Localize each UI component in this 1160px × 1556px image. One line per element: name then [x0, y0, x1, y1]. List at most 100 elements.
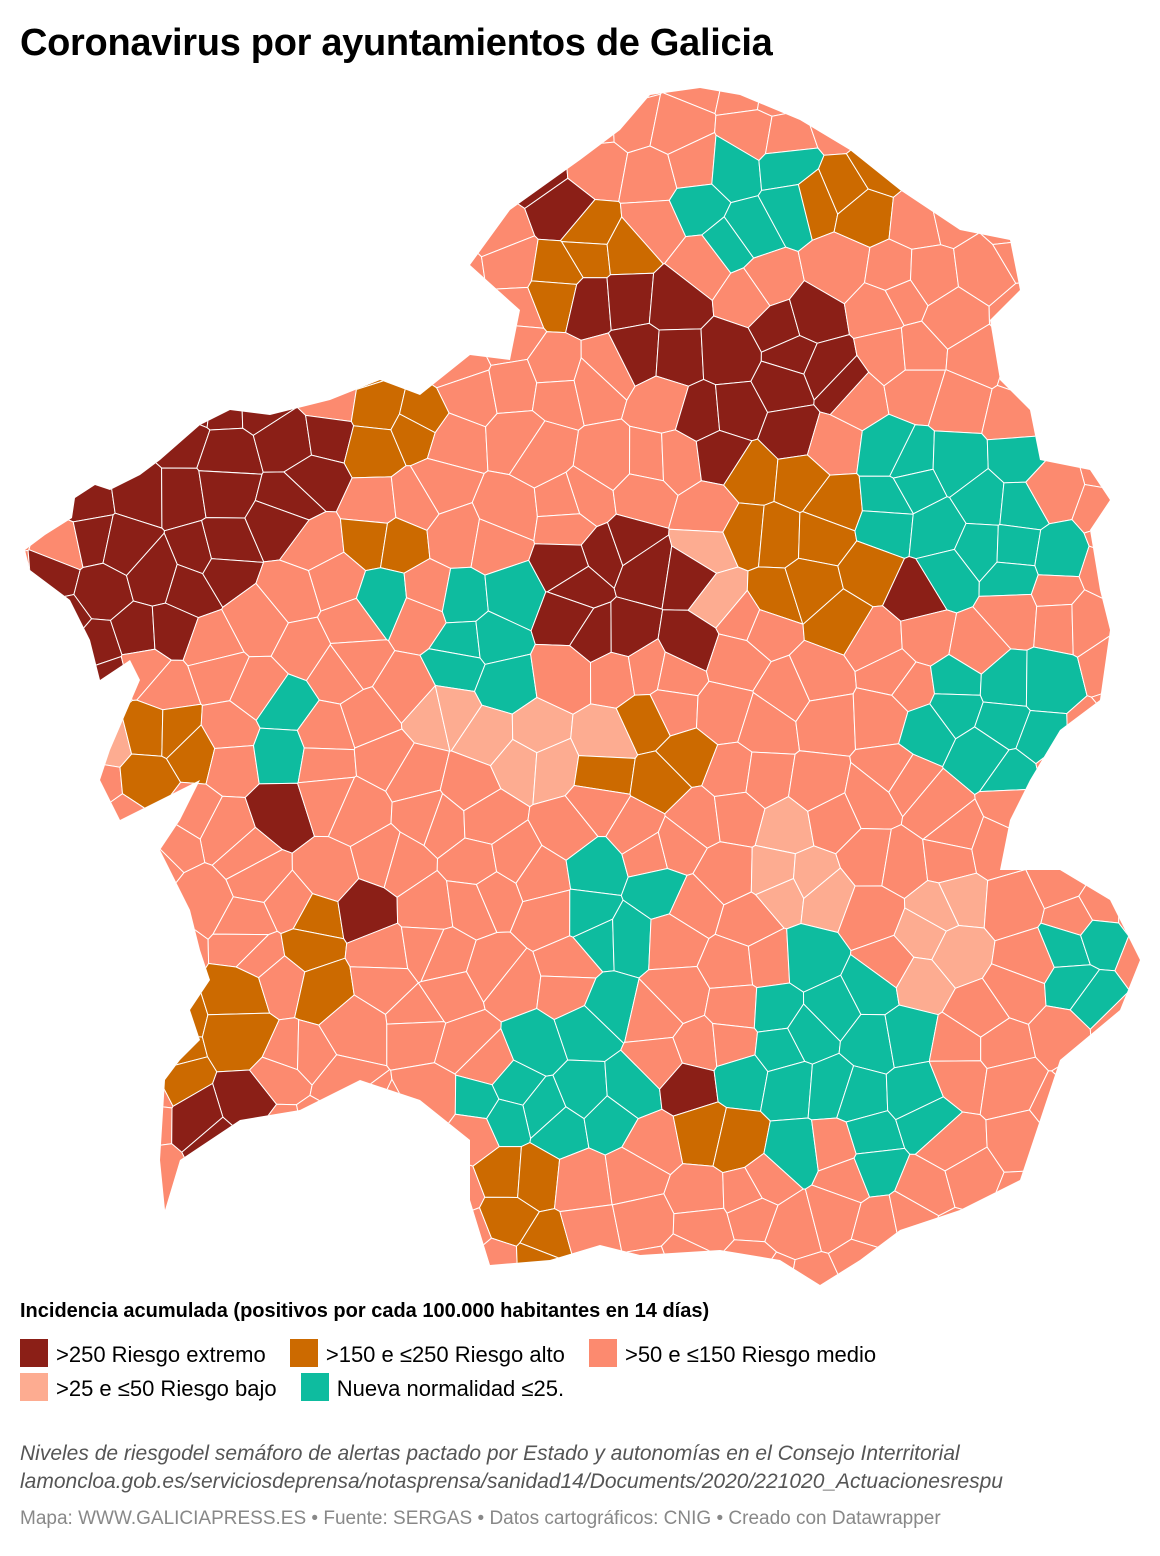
municipality-cell[interactable]: [0, 1050, 19, 1101]
municipality-cell[interactable]: [258, 1251, 309, 1290]
municipality-cell[interactable]: [423, 1252, 485, 1291]
municipality-cell[interactable]: [215, 1135, 274, 1195]
municipality-cell[interactable]: [1112, 555, 1160, 614]
municipality-cell[interactable]: [119, 235, 192, 291]
municipality-cell[interactable]: [276, 1204, 339, 1257]
municipality-cell[interactable]: [72, 655, 133, 712]
municipality-cell[interactable]: [1117, 632, 1160, 688]
municipality-cell[interactable]: [11, 827, 59, 879]
municipality-cell[interactable]: [1102, 272, 1160, 332]
municipality-cell[interactable]: [628, 425, 665, 482]
municipality-cell[interactable]: [155, 317, 204, 375]
municipality-cell[interactable]: [382, 88, 445, 146]
municipality-cell[interactable]: [0, 1238, 20, 1290]
municipality-cell[interactable]: [24, 792, 78, 841]
municipality-cell[interactable]: [299, 250, 358, 314]
municipality-cell[interactable]: [116, 1249, 177, 1290]
municipality-cell[interactable]: [317, 1142, 395, 1209]
municipality-cell[interactable]: [209, 1193, 266, 1251]
municipality-cell[interactable]: [0, 1001, 15, 1052]
municipality-cell[interactable]: [100, 80, 157, 110]
municipality-cell[interactable]: [1075, 792, 1127, 843]
municipality-cell[interactable]: [110, 297, 169, 351]
municipality-cell[interactable]: [850, 96, 902, 151]
municipality-cell[interactable]: [59, 1129, 126, 1175]
municipality-cell[interactable]: [0, 846, 30, 889]
municipality-cell[interactable]: [378, 1241, 442, 1290]
municipality-cell[interactable]: [1048, 1165, 1098, 1212]
municipality-cell[interactable]: [1090, 1162, 1137, 1215]
municipality-cell[interactable]: [55, 478, 116, 523]
municipality-cell[interactable]: [54, 1207, 111, 1263]
municipality-cell[interactable]: [1098, 1201, 1146, 1252]
municipality-cell[interactable]: [1, 163, 61, 213]
municipality-cell[interactable]: [1068, 1281, 1139, 1290]
municipality-cell[interactable]: [240, 230, 300, 278]
municipality-cell[interactable]: [1137, 232, 1160, 290]
municipality-cell[interactable]: [0, 437, 21, 500]
municipality-cell[interactable]: [553, 1260, 621, 1290]
municipality-cell[interactable]: [195, 264, 259, 336]
municipality-cell[interactable]: [482, 136, 538, 194]
municipality-cell[interactable]: [154, 193, 218, 250]
municipality-cell[interactable]: [973, 151, 1038, 218]
municipality-cell[interactable]: [0, 1099, 24, 1159]
municipality-cell[interactable]: [0, 80, 16, 97]
municipality-cell[interactable]: [166, 289, 230, 360]
municipality-cell[interactable]: [1124, 499, 1160, 558]
municipality-cell[interactable]: [1117, 322, 1160, 375]
municipality-cell[interactable]: [977, 80, 1024, 128]
municipality-cell[interactable]: [1125, 1036, 1160, 1084]
municipality-cell[interactable]: [13, 227, 68, 273]
municipality-cell[interactable]: [1022, 794, 1084, 859]
municipality-cell[interactable]: [531, 80, 595, 84]
municipality-cell[interactable]: [16, 1074, 76, 1134]
municipality-cell[interactable]: [1034, 126, 1103, 187]
municipality-cell[interactable]: [1069, 80, 1125, 120]
municipality-cell[interactable]: [0, 549, 33, 616]
municipality-cell[interactable]: [380, 80, 442, 107]
municipality-cell[interactable]: [326, 1203, 393, 1265]
municipality-cell[interactable]: [392, 1166, 445, 1226]
municipality-cell[interactable]: [194, 153, 247, 215]
municipality-cell[interactable]: [0, 930, 34, 987]
municipality-cell[interactable]: [478, 1276, 534, 1290]
municipality-cell[interactable]: [0, 1273, 28, 1291]
municipality-cell[interactable]: [463, 1237, 519, 1290]
municipality-cell[interactable]: [305, 1281, 362, 1290]
municipality-cell[interactable]: [1081, 1242, 1137, 1290]
municipality-cell[interactable]: [1122, 782, 1160, 840]
municipality-cell[interactable]: [1134, 1250, 1160, 1290]
municipality-cell[interactable]: [0, 877, 30, 932]
municipality-cell[interactable]: [0, 459, 40, 520]
municipality-cell[interactable]: [210, 1241, 284, 1290]
municipality-cell[interactable]: [73, 279, 139, 344]
municipality-cell[interactable]: [207, 80, 272, 113]
municipality-cell[interactable]: [25, 958, 81, 1023]
municipality-cell[interactable]: [390, 1062, 457, 1127]
municipality-cell[interactable]: [1090, 682, 1160, 731]
municipality-cell[interactable]: [335, 236, 400, 295]
source-note-link[interactable]: lamoncloa.gob.es/serviciosdeprensa/notas…: [20, 1470, 1003, 1493]
municipality-cell[interactable]: [430, 277, 481, 331]
municipality-cell[interactable]: [150, 147, 208, 199]
municipality-cell[interactable]: [107, 1201, 163, 1280]
municipality-cell[interactable]: [655, 328, 705, 387]
municipality-cell[interactable]: [1078, 832, 1140, 884]
municipality-cell[interactable]: [286, 144, 346, 203]
municipality-cell[interactable]: [108, 975, 165, 1028]
municipality-cell[interactable]: [1128, 463, 1160, 514]
municipality-cell[interactable]: [711, 1284, 764, 1290]
municipality-cell[interactable]: [125, 366, 181, 430]
municipality-cell[interactable]: [1087, 365, 1137, 427]
municipality-cell[interactable]: [978, 208, 1051, 246]
municipality-cell[interactable]: [47, 1024, 116, 1082]
municipality-cell[interactable]: [1130, 982, 1160, 1039]
municipality-cell[interactable]: [248, 110, 309, 163]
municipality-cell[interactable]: [20, 418, 70, 479]
municipality-cell[interactable]: [242, 198, 289, 241]
municipality-cell[interactable]: [1025, 275, 1077, 342]
municipality-cell[interactable]: [850, 80, 898, 107]
municipality-cell[interactable]: [0, 1148, 39, 1220]
municipality-cell[interactable]: [882, 109, 938, 171]
